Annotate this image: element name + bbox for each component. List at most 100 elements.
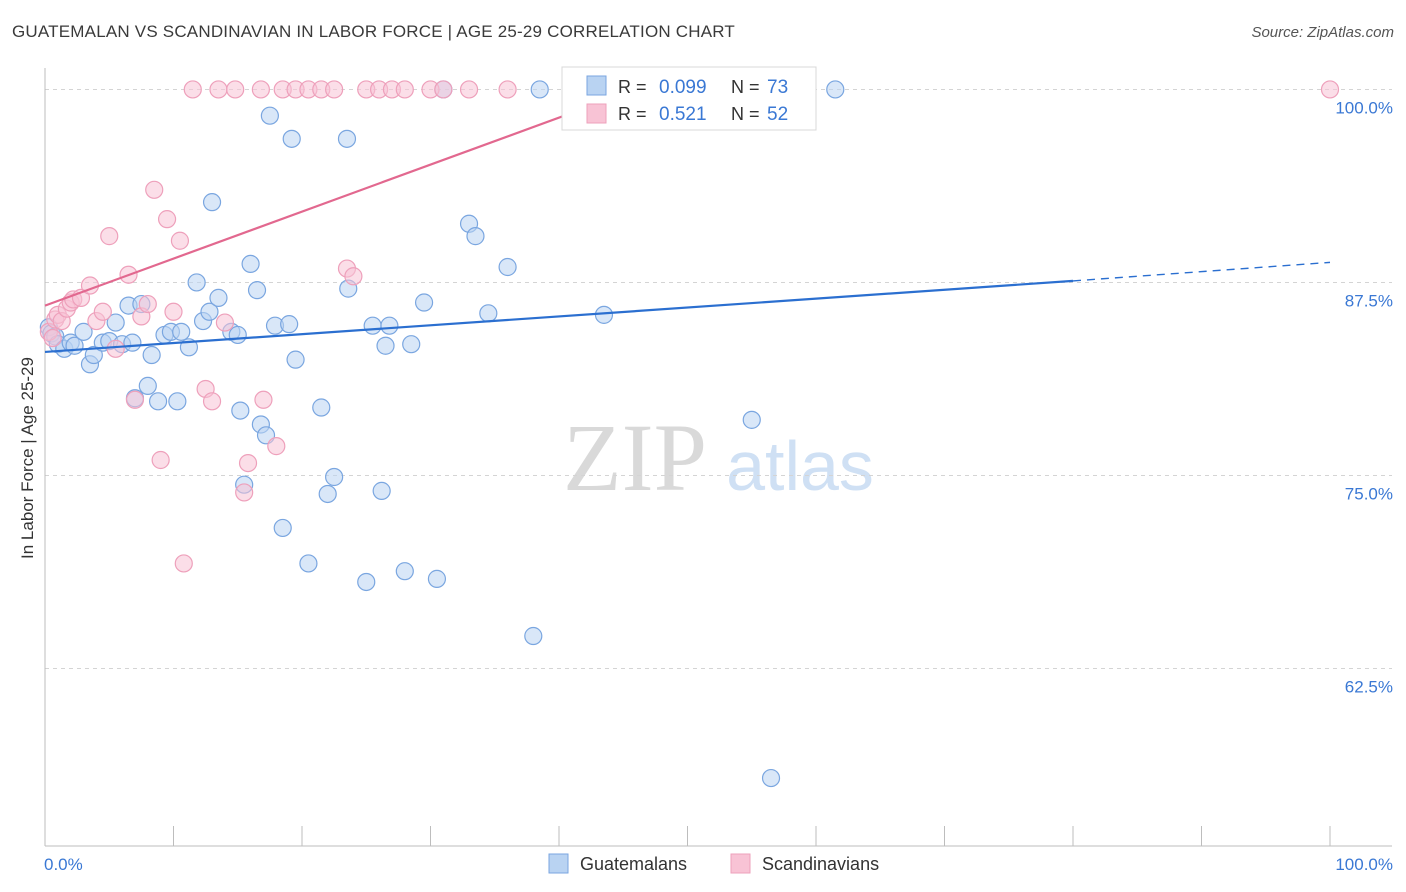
scandinavians-point — [1320, 80, 1340, 99]
legend-n-value-1: 73 — [767, 77, 788, 98]
guatemalans-point — [299, 554, 318, 573]
axes — [44, 68, 1392, 847]
guatemalans-point — [106, 313, 125, 332]
guatemalans-point — [142, 345, 161, 365]
guatemalans-point — [325, 467, 344, 487]
scandinavians-trend-line — [44, 88, 637, 307]
legend-swatch-guatemalans — [586, 75, 607, 96]
guatemalans-point — [241, 254, 260, 274]
scandinavians-point — [125, 390, 145, 409]
guatemalans-point — [337, 129, 357, 148]
scandinavians-point — [235, 483, 254, 502]
guatemalans-point — [594, 305, 614, 324]
scandinavians-point — [238, 453, 258, 473]
scandinavians-point — [215, 313, 234, 332]
scandinavians-point — [43, 328, 62, 348]
scandinavians-point — [226, 80, 245, 99]
guatemalans-point — [376, 336, 395, 355]
guatemalans-point — [148, 392, 168, 411]
guatemalans-point — [273, 518, 292, 538]
guatemalans-point — [168, 392, 187, 411]
scandinavians-point — [151, 450, 170, 470]
guatemalans-point — [200, 302, 219, 321]
y-tick-label: 87.5% — [1345, 291, 1393, 310]
tick-labels: 100.0% 87.5% 75.0% 62.5% 0.0% 100.0% — [44, 98, 1393, 874]
guatemalans-point — [530, 80, 549, 99]
legend-n-label-1: N = — [731, 77, 760, 97]
scandinavians-point — [325, 80, 344, 99]
grid — [45, 88, 1392, 669]
guatemalans-point — [826, 80, 845, 99]
scandinavians-point — [344, 267, 363, 286]
guatemalans-point — [260, 106, 279, 125]
legend: R = 0.099 N = 73 R = 0.521 N = 52 — [561, 66, 817, 131]
guatemalans-point — [187, 273, 206, 292]
guatemalans-point — [427, 569, 447, 588]
guatemalans-point — [286, 350, 305, 369]
chart-source: Source: ZipAtlas.com — [1251, 24, 1394, 41]
scandinavians-points — [39, 80, 1340, 573]
scandinavians-point — [459, 80, 479, 99]
guatemalans-point — [742, 410, 761, 429]
scandinavians-point — [106, 339, 125, 358]
guatemalans-point — [202, 193, 222, 212]
guatemalans-point — [372, 481, 391, 500]
y-tick-label: 100.0% — [1335, 98, 1393, 117]
guatemalans-point — [363, 316, 382, 335]
guatemalans-point — [123, 333, 142, 352]
guatemalans-point — [498, 257, 517, 277]
guatemalans-point — [761, 768, 781, 788]
guatemalans-point — [402, 335, 421, 354]
watermark-zip: ZIP — [563, 404, 707, 511]
guatemalans-point — [84, 345, 103, 365]
guatemalans-point — [395, 562, 414, 581]
scandinavians-point — [170, 231, 190, 250]
guatemalans-point — [231, 401, 250, 420]
guatemalans-point — [138, 376, 157, 395]
x-tick-label: 0.0% — [44, 855, 83, 874]
scandinavians-point — [93, 302, 112, 321]
bottom-legend-guatemalans: Guatemalans — [580, 854, 687, 874]
legend-r-value-1: 0.099 — [659, 77, 707, 98]
guatemalans-point — [312, 398, 331, 417]
x-tick-label: 100.0% — [1335, 855, 1393, 874]
scandinavians-point — [138, 294, 157, 314]
scandinavians-point — [202, 392, 222, 411]
scandinavians-point — [174, 554, 193, 573]
scandinavians-point — [183, 80, 202, 99]
guatemalans-point — [414, 293, 434, 312]
bottom-legend-swatch-scandinavians — [730, 853, 751, 874]
scandinavians-point — [498, 80, 517, 99]
scandinavians-point — [157, 210, 177, 229]
scandinavians-point — [164, 302, 183, 321]
guatemalans-point — [280, 315, 299, 334]
guatemalans-point — [380, 316, 399, 335]
scandinavians-point — [209, 80, 228, 99]
legend-r-value-2: 0.521 — [659, 104, 707, 125]
guatemalans-point — [318, 484, 337, 504]
guatemalans-point — [524, 626, 543, 646]
guatemalans-point — [74, 322, 93, 341]
guatemalans-point — [172, 322, 191, 341]
guatemalans-point — [228, 325, 247, 345]
guatemalans-point — [282, 129, 301, 148]
scandinavians-point — [100, 227, 119, 246]
bottom-legend-scandinavians: Scandinavians — [762, 854, 879, 874]
guatemalans-trend-line — [44, 279, 1074, 354]
y-tick-label: 75.0% — [1345, 484, 1393, 503]
guatemalans-point — [209, 288, 228, 307]
guatemalans-point — [466, 227, 485, 246]
guatemalans-point — [247, 281, 267, 300]
legend-n-value-2: 52 — [767, 104, 788, 125]
chart-title: GUATEMALAN VS SCANDINAVIAN IN LABOR FORC… — [12, 22, 736, 41]
scandinavians-point — [434, 80, 453, 99]
watermark-atlas: atlas — [726, 427, 874, 505]
scandinavians-point — [254, 390, 273, 409]
legend-n-label-2: N = — [731, 104, 760, 124]
guatemalans-point — [357, 572, 376, 592]
scandinavians-point — [267, 437, 286, 456]
scandinavians-point — [251, 80, 270, 99]
legend-r-label-2: R = — [618, 104, 647, 124]
trend-lines — [44, 88, 1331, 354]
